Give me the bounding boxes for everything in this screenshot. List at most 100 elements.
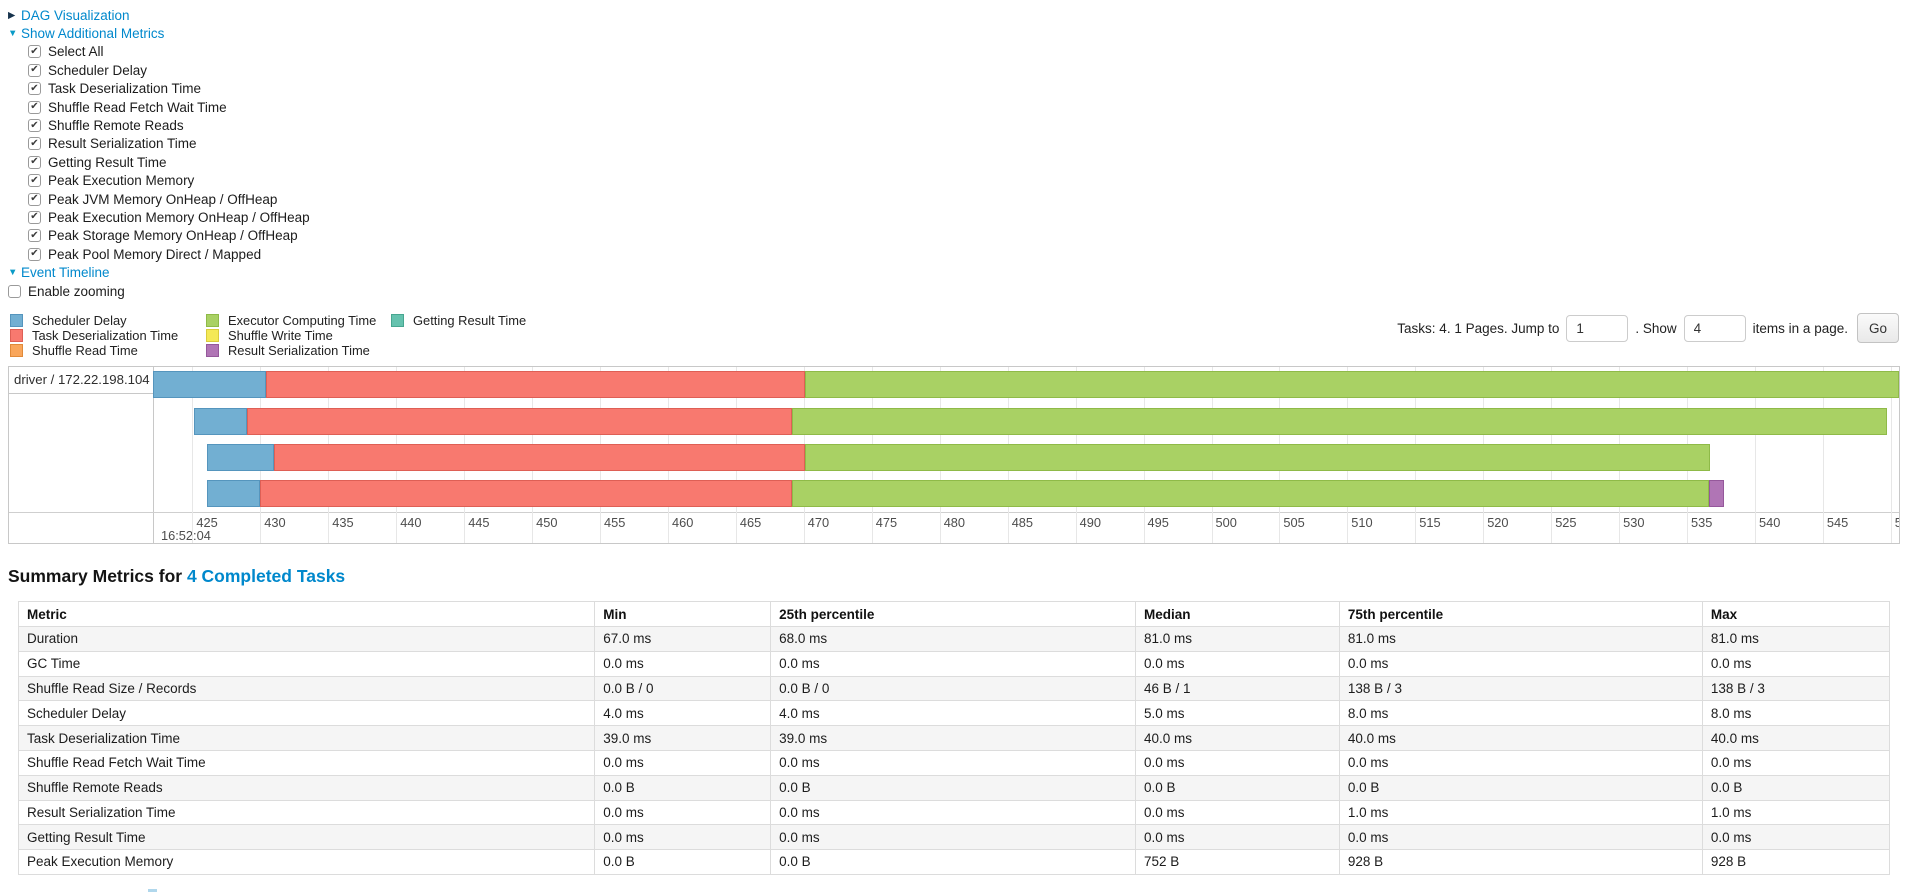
metric-checkbox-label: Getting Result Time xyxy=(48,154,167,170)
go-button[interactable]: Go xyxy=(1856,313,1899,344)
checkbox-checked-icon[interactable]: ✔ xyxy=(28,229,41,243)
legend-item: Scheduler Delay xyxy=(8,313,204,328)
metric-checkbox-label: Shuffle Read Fetch Wait Time xyxy=(48,99,227,115)
summary-table-row: Scheduler Delay 4.0 ms 4.0 ms 5.0 ms 8.0 ms 8… xyxy=(17,700,1891,727)
metric-checkbox-row[interactable]: ✔ Scheduler Delay xyxy=(28,61,1899,79)
metric-checkbox-row[interactable]: ✔ Task Deserialization Time xyxy=(28,80,1899,98)
timeline-gridline xyxy=(1755,367,1756,544)
checkbox-unchecked-icon[interactable] xyxy=(8,284,21,298)
checkbox-checked-icon[interactable]: ✔ xyxy=(28,119,41,133)
summary-value-cell: 39.0 ms xyxy=(770,725,1136,751)
summary-value-cell: 0.0 ms xyxy=(770,824,1136,851)
checkbox-checked-icon[interactable]: ✔ xyxy=(28,63,41,77)
show-additional-metrics-toggle[interactable]: ▼ Show Additional Metrics xyxy=(8,24,1899,42)
summary-value-cell: 0.0 ms xyxy=(1701,749,1891,776)
pagination-mid-text: . Show xyxy=(1635,320,1677,336)
summary-value-cell: 0.0 B xyxy=(770,774,1136,801)
summary-value-cell: 0.0 ms xyxy=(1338,824,1703,851)
checkbox-checked-icon[interactable]: ✔ xyxy=(28,174,41,188)
summary-header-cell: Median xyxy=(1134,601,1340,628)
timeline-legend-and-pagination: Scheduler Delay Task Deserialization Time… xyxy=(8,313,1899,361)
legend-item-label: Task Deserialization Time xyxy=(32,327,179,343)
event-timeline-toggle[interactable]: ▼ Event Timeline xyxy=(8,263,1899,281)
summary-value-cell: 67.0 ms xyxy=(594,626,772,652)
summary-value-cell: 40.0 ms xyxy=(1134,725,1340,751)
metric-checkbox-row[interactable]: ✔ Result Serialization Time xyxy=(28,135,1899,153)
summary-heading-text: Summary Metrics for xyxy=(8,566,187,587)
summary-header-cell: Min xyxy=(594,601,772,628)
checkbox-checked-icon[interactable]: ✔ xyxy=(28,137,41,151)
summary-header-cell: 25th percentile xyxy=(770,601,1136,628)
items-per-page-input[interactable] xyxy=(1683,314,1746,342)
arrow-right-icon: ▶ xyxy=(8,9,16,21)
summary-value-cell: 81.0 ms xyxy=(1701,626,1891,652)
table-header-row: Metric Min 25th percentile Median 75th perce… xyxy=(17,601,1891,628)
axis-tick-label: 535 xyxy=(1691,515,1713,531)
metric-checkbox-row[interactable]: ✔ Shuffle Read Fetch Wait Time xyxy=(28,98,1899,116)
checkbox-checked-icon[interactable]: ✔ xyxy=(28,247,41,261)
enable-zooming-row[interactable]: Enable zooming xyxy=(8,282,1899,300)
summary-value-cell: 46 B / 1 xyxy=(1134,675,1340,702)
summary-value-cell: 0.0 ms xyxy=(1134,824,1340,851)
summary-value-cell: 68.0 ms xyxy=(770,626,1136,652)
legend-item: Getting Result Time xyxy=(389,313,526,328)
summary-value-cell: 0.0 B xyxy=(770,849,1136,875)
summary-value-cell: 0.0 B xyxy=(1338,774,1703,801)
legend-item: Result Serialization Time xyxy=(204,343,389,358)
axis-tick-label: 430 xyxy=(264,515,286,531)
axis-tick-label: 475 xyxy=(875,515,898,531)
metric-checkbox-row[interactable]: ✔ Peak Execution Memory xyxy=(28,172,1899,190)
metric-checkbox-row[interactable]: ✔ Peak Storage Memory OnHeap / OffHeap xyxy=(28,227,1899,245)
enable-zooming-label: Enable zooming xyxy=(28,283,125,299)
dag-visualization-toggle[interactable]: ▶ DAG Visualization xyxy=(8,6,1899,24)
summary-value-cell: 40.0 ms xyxy=(1701,725,1891,751)
axis-tick-label: 545 xyxy=(1826,515,1849,531)
summary-value-cell: 0.0 ms xyxy=(770,650,1136,677)
task-bar-segment-scheduler-delay xyxy=(207,443,274,471)
executor-computing-swatch-icon xyxy=(206,314,219,328)
checkbox-checked-icon[interactable]: ✔ xyxy=(28,192,41,206)
legend-item: Task Deserialization Time xyxy=(8,328,204,343)
summary-value-cell: 1.0 ms xyxy=(1701,799,1891,826)
checkbox-checked-icon[interactable]: ✔ xyxy=(28,45,41,59)
jump-to-page-input[interactable] xyxy=(1566,314,1629,342)
summary-metric-name-cell: Task Deserialization Time xyxy=(17,725,596,751)
summary-value-cell: 0.0 B xyxy=(1701,774,1891,801)
metric-checkbox-row[interactable]: ✔ Select All xyxy=(28,43,1899,61)
summary-value-cell: 8.0 ms xyxy=(1338,700,1703,727)
metric-checkbox-label: Scheduler Delay xyxy=(48,62,148,78)
metric-checkbox-row[interactable]: ✔ Peak JVM Memory OnHeap / OffHeap xyxy=(28,190,1899,208)
checkbox-checked-icon[interactable]: ✔ xyxy=(28,155,41,169)
additional-metrics-checkbox-list: ✔ Select All ✔ Scheduler Delay ✔ Task Deseria… xyxy=(8,43,1899,264)
task-bar-segment-result-serialization xyxy=(1708,480,1724,508)
summary-header-cell: Metric xyxy=(17,601,596,628)
legend-item-label: Getting Result Time xyxy=(413,313,527,329)
completed-tasks-count-text: 4 Completed Tasks xyxy=(186,566,346,587)
metric-checkbox-row[interactable]: ✔ Peak Pool Memory Direct / Mapped xyxy=(28,245,1899,263)
summary-header-cell: 75th percentile xyxy=(1338,601,1703,628)
metric-checkbox-row[interactable]: ✔ Shuffle Remote Reads xyxy=(28,116,1899,134)
axis-tick-label: 540 xyxy=(1759,515,1781,531)
summary-table-row: Peak Execution Memory 0.0 B 0.0 B 752 B 928 … xyxy=(17,849,1891,875)
axis-tick-label: 425 xyxy=(196,515,218,531)
event-timeline-label: Event Timeline xyxy=(21,265,110,281)
checkbox-checked-icon[interactable]: ✔ xyxy=(28,100,41,114)
metric-checkbox-row[interactable]: ✔ Peak Execution Memory OnHeap / OffHeap xyxy=(28,208,1899,226)
metric-checkbox-label: Peak Pool Memory Direct / Mapped xyxy=(48,246,262,262)
summary-value-cell: 39.0 ms xyxy=(594,725,772,751)
axis-tick-label: 505 xyxy=(1283,515,1305,531)
summary-value-cell: 0.0 ms xyxy=(1338,749,1703,776)
summary-value-cell: 0.0 ms xyxy=(594,824,772,851)
timeline-gridline xyxy=(192,367,194,544)
summary-value-cell: 5.0 ms xyxy=(1134,700,1340,727)
metric-checkbox-label: Task Deserialization Time xyxy=(48,81,202,97)
metric-checkbox-row[interactable]: ✔ Getting Result Time xyxy=(28,153,1899,171)
checkbox-checked-icon[interactable]: ✔ xyxy=(28,82,41,96)
summary-table-row: GC Time 0.0 ms 0.0 ms 0.0 ms 0.0 ms 0.0 ms xyxy=(17,650,1891,677)
summary-value-cell: 0.0 ms xyxy=(770,799,1136,826)
summary-header-cell: Max xyxy=(1701,601,1891,628)
summary-value-cell: 138 B / 3 xyxy=(1338,675,1703,702)
task-bar-segment-scheduler-delay xyxy=(193,407,247,435)
checkbox-checked-icon[interactable]: ✔ xyxy=(28,210,41,224)
summary-metrics-heading: Summary Metrics for 4 Completed Tasks xyxy=(8,566,1899,587)
